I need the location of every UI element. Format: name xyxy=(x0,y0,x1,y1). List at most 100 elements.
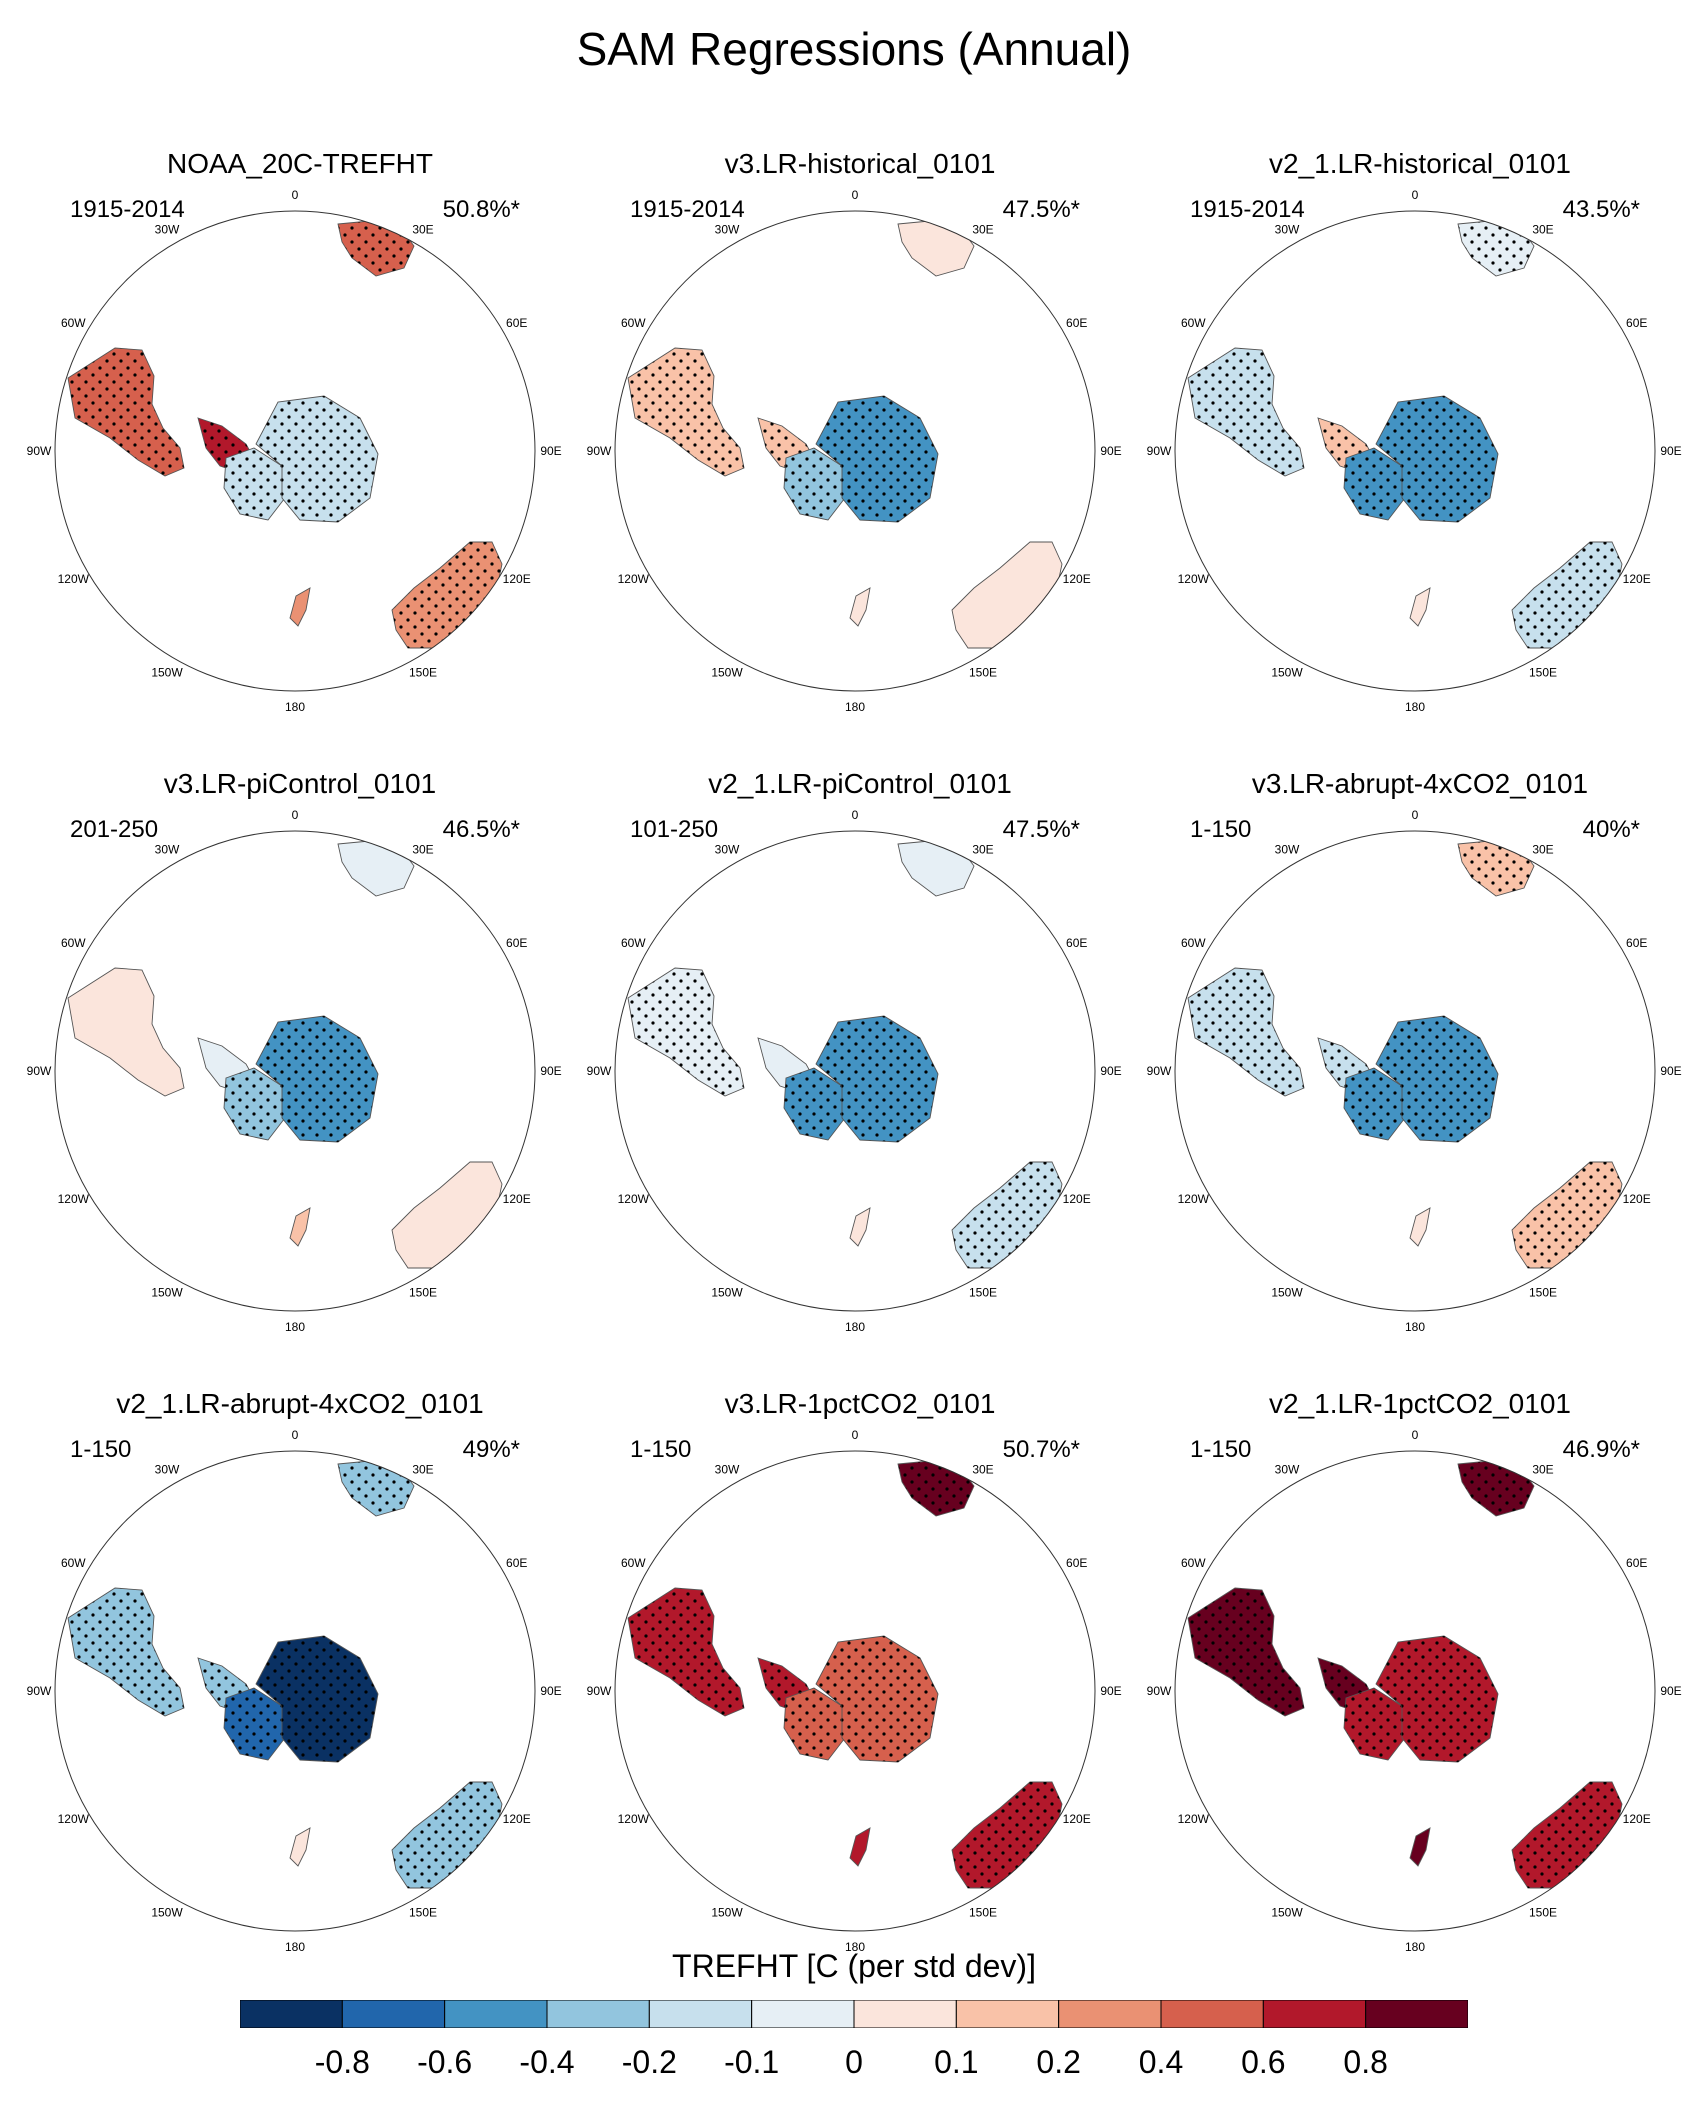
longitude-label: 150E xyxy=(409,1286,437,1300)
longitude-label: 120W xyxy=(1178,572,1210,586)
longitude-label: 180 xyxy=(285,700,305,714)
colorbar-tick-label: 0.1 xyxy=(934,2044,979,2080)
longitude-label: 0 xyxy=(292,188,299,202)
significance-stippling xyxy=(224,1068,288,1140)
significance-stippling xyxy=(256,396,378,522)
polar-map: 0 30E 60E 90E 120E 150E 180 150W 120W 90W 60W 30W xyxy=(27,808,562,1334)
panel-variance: 40%* xyxy=(1582,816,1640,843)
panel-title: v3.LR-1pctCO2_0101 xyxy=(724,1388,996,1419)
longitude-label: 120W xyxy=(58,572,90,586)
longitude-label: 30W xyxy=(715,1462,740,1476)
longitude-label: 90W xyxy=(27,444,52,458)
longitude-label: 150W xyxy=(711,666,743,680)
polar-map: 0 30E 60E 90E 120E 150E 180 150W 120W 90W 60W 30W xyxy=(27,188,562,714)
longitude-label: 60W xyxy=(1181,1556,1206,1570)
regression-panel: v3.LR-historical_0101 1915-2014 47.5%* 0 30E… xyxy=(580,148,1140,738)
regression-panel: v3.LR-piControl_0101 201-250 46.5%* 0 30E 60E… xyxy=(20,768,580,1358)
longitude-label: 120W xyxy=(58,1812,90,1826)
map-boundary-circle xyxy=(614,1450,1096,1932)
colorbar-segment xyxy=(341,2000,446,2028)
polar-map: 0 30E 60E 90E 120E 150E 180 150W 120W 90W 60W 30W xyxy=(587,808,1122,1334)
longitude-label: 150E xyxy=(1529,1286,1557,1300)
longitude-label: 180 xyxy=(1405,1940,1425,1954)
longitude-label: 30W xyxy=(155,842,180,856)
colorbar-tick-label: 0.2 xyxy=(1036,2044,1081,2080)
polar-map: 0 30E 60E 90E 120E 150E 180 150W 120W 90W 60W 30W xyxy=(587,1428,1122,1954)
colorbar-tick-label: 0.8 xyxy=(1343,2044,1388,2080)
longitude-label: 150E xyxy=(1529,666,1557,680)
map-boundary-circle xyxy=(1174,1450,1656,1932)
colorbar-tick-label: 0.4 xyxy=(1138,2044,1184,2080)
longitude-label: 30E xyxy=(412,842,433,856)
longitude-label: 60E xyxy=(1626,936,1647,950)
significance-stippling xyxy=(1376,1016,1498,1142)
longitude-label: 120E xyxy=(503,1192,531,1206)
longitude-label: 150W xyxy=(151,1906,183,1920)
longitude-label: 0 xyxy=(1412,188,1419,202)
significance-stippling xyxy=(1188,1588,1304,1716)
panel-title: v3.LR-piControl_0101 xyxy=(163,768,437,799)
significance-stippling xyxy=(1458,1460,1534,1516)
panel-variance: 46.5%* xyxy=(442,816,520,843)
panel-variance: 50.8%* xyxy=(442,196,520,223)
longitude-label: 150E xyxy=(1529,1906,1557,1920)
longitude-label: 60W xyxy=(1181,936,1206,950)
significance-stippling xyxy=(784,1068,848,1140)
regression-panel: v3.LR-abrupt-4xCO2_0101 1-150 40%* 0 30E 60E 9… xyxy=(1140,768,1700,1358)
new-zealand-land xyxy=(849,1207,871,1247)
significance-stippling xyxy=(1344,1068,1408,1140)
panel-title: v3.LR-abrupt-4xCO2_0101 xyxy=(1251,768,1589,799)
longitude-label: 60W xyxy=(1181,316,1206,330)
new-zealand-land xyxy=(1409,587,1431,627)
map-boundary-circle xyxy=(614,210,1096,692)
longitude-label: 150W xyxy=(1271,666,1303,680)
longitude-label: 90E xyxy=(540,1064,561,1078)
longitude-label: 120E xyxy=(1623,572,1651,586)
longitude-label: 90E xyxy=(1100,444,1121,458)
longitude-label: 180 xyxy=(285,1320,305,1334)
significance-stippling xyxy=(338,220,414,276)
longitude-label: 90E xyxy=(1660,1684,1681,1698)
colorbar-segment xyxy=(240,2000,343,2028)
map-boundary-circle xyxy=(54,210,536,692)
longitude-label: 120W xyxy=(58,1192,90,1206)
significance-stippling xyxy=(68,1588,184,1716)
colorbar-segment xyxy=(955,2000,1060,2028)
polar-map: 0 30E 60E 90E 120E 150E 180 150W 120W 90W 60W 30W xyxy=(27,1428,562,1954)
longitude-label: 120W xyxy=(618,1812,650,1826)
longitude-label: 60E xyxy=(506,936,527,950)
longitude-label: 150E xyxy=(969,1286,997,1300)
significance-stippling xyxy=(1376,396,1498,522)
longitude-label: 0 xyxy=(292,808,299,822)
panel-period: 1915-2014 xyxy=(70,196,185,223)
panel-variance: 46.9%* xyxy=(1562,1436,1640,1463)
longitude-label: 120W xyxy=(1178,1812,1210,1826)
significance-stippling xyxy=(224,1688,288,1760)
longitude-label: 90W xyxy=(587,1684,612,1698)
longitude-label: 30W xyxy=(155,1462,180,1476)
longitude-label: 30W xyxy=(1275,842,1300,856)
new-zealand-land xyxy=(1409,1207,1431,1247)
longitude-label: 180 xyxy=(845,700,865,714)
panel-title: v2_1.LR-1pctCO2_0101 xyxy=(1269,1388,1571,1419)
panel-variance: 47.5%* xyxy=(1002,816,1080,843)
significance-stippling xyxy=(256,1016,378,1142)
significance-stippling xyxy=(224,448,288,520)
colorbar-segment xyxy=(1262,2000,1367,2028)
longitude-label: 90E xyxy=(1660,444,1681,458)
significance-stippling xyxy=(68,348,184,476)
longitude-label: 60E xyxy=(1066,1556,1087,1570)
longitude-label: 60W xyxy=(61,936,86,950)
longitude-label: 30W xyxy=(715,842,740,856)
longitude-label: 90E xyxy=(1100,1684,1121,1698)
regression-panel: v2_1.LR-abrupt-4xCO2_0101 1-150 49%* 0 30E 60… xyxy=(20,1388,580,1978)
significance-stippling xyxy=(338,1460,414,1516)
colorbar-tick-label: -0.8 xyxy=(314,2044,370,2080)
longitude-label: 30W xyxy=(715,222,740,236)
longitude-label: 180 xyxy=(845,1320,865,1334)
longitude-label: 150W xyxy=(711,1286,743,1300)
colorbar xyxy=(240,2000,1468,2028)
longitude-label: 60E xyxy=(1626,316,1647,330)
longitude-label: 0 xyxy=(1412,808,1419,822)
longitude-label: 0 xyxy=(852,1428,859,1442)
